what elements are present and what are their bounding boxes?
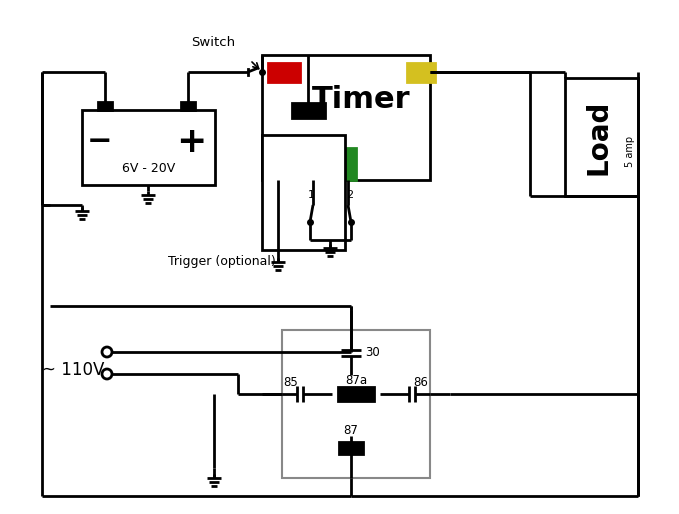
- Text: 86: 86: [414, 376, 428, 389]
- Text: Load: Load: [585, 99, 612, 175]
- Text: 6V - 20V: 6V - 20V: [122, 162, 175, 175]
- Bar: [340, 148, 356, 180]
- Text: Timer: Timer: [312, 85, 410, 114]
- Text: Switch: Switch: [191, 35, 235, 48]
- Bar: [338, 387, 374, 401]
- Bar: [292, 103, 325, 118]
- Text: 87a: 87a: [345, 374, 367, 387]
- Text: 1: 1: [308, 190, 314, 200]
- Bar: [262, 55, 430, 180]
- Bar: [270, 148, 286, 180]
- Text: 85: 85: [284, 376, 298, 389]
- Text: +: +: [176, 125, 206, 159]
- Text: 30: 30: [365, 345, 380, 358]
- Text: 2: 2: [346, 190, 354, 200]
- Text: 5 amp: 5 amp: [625, 135, 635, 167]
- Bar: [268, 63, 300, 82]
- Text: 87: 87: [344, 424, 359, 436]
- Text: ~ 110V: ~ 110V: [42, 361, 105, 379]
- Bar: [98, 102, 112, 110]
- Bar: [339, 442, 363, 454]
- Bar: [181, 102, 195, 110]
- Bar: [305, 148, 321, 180]
- Bar: [282, 330, 430, 478]
- Bar: [82, 110, 215, 185]
- Bar: [262, 135, 345, 250]
- Bar: [407, 63, 435, 82]
- Text: −: −: [87, 127, 113, 156]
- Bar: [565, 78, 638, 196]
- Text: Trigger (optional): Trigger (optional): [168, 255, 276, 268]
